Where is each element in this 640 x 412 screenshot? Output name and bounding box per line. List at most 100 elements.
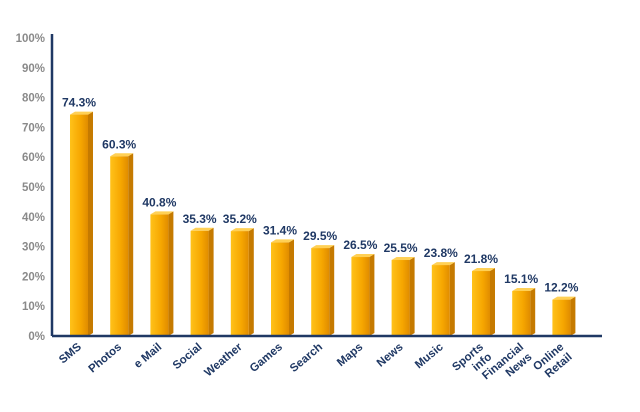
bar xyxy=(150,211,174,336)
bar-side xyxy=(490,268,495,336)
x-tick-label: News xyxy=(375,341,406,370)
x-tick-label-line: News xyxy=(375,341,406,370)
x-tick-label: Games xyxy=(248,341,285,375)
bar-front xyxy=(351,257,370,336)
bar-top xyxy=(70,111,93,115)
y-axis-ticks: 0% 10% 20% 30% 40% 50% 60% 70% 80% 90% 100% xyxy=(16,33,45,343)
y-tick-label: 80% xyxy=(22,93,45,105)
bar-front xyxy=(271,242,289,336)
bar xyxy=(431,262,455,336)
bar xyxy=(230,228,254,336)
y-tick-label: 50% xyxy=(22,182,45,194)
data-label: 40.8% xyxy=(142,195,176,209)
x-tick-label: Maps xyxy=(335,341,365,369)
data-label: 15.1% xyxy=(504,272,538,286)
bar xyxy=(190,227,214,336)
x-tick-label: Weather xyxy=(202,341,245,380)
bar-side xyxy=(570,296,576,336)
x-tick-label-line: Music xyxy=(413,341,446,372)
x-tick-label-line: Weather xyxy=(202,341,245,380)
y-tick-label: 0% xyxy=(28,331,45,343)
bar-top xyxy=(472,268,495,272)
y-tick-label: 70% xyxy=(22,122,45,134)
bar-top xyxy=(150,211,174,215)
bar-top xyxy=(391,257,415,261)
y-tick-label: 20% xyxy=(22,271,45,283)
bar-front xyxy=(431,265,450,336)
bar-side xyxy=(128,153,134,336)
x-tick-label-line: e Mail xyxy=(132,341,164,371)
x-tick-label: FinancialNews xyxy=(480,341,534,392)
bar xyxy=(391,257,415,336)
bars xyxy=(70,111,576,336)
y-tick-label: 90% xyxy=(22,63,45,75)
bar xyxy=(512,288,536,336)
x-tick-label-line: Photos xyxy=(87,341,125,375)
data-label: 35.3% xyxy=(183,212,217,226)
bar-top xyxy=(351,254,375,258)
bar-side xyxy=(329,245,335,336)
x-tick-label-line: Games xyxy=(248,341,285,375)
data-labels: 74.3% 60.3% 40.8% 35.3% 35.2% 31.4% 29.5% 26.5%… xyxy=(62,96,579,295)
bar-side xyxy=(168,211,174,336)
x-tick-label: Music xyxy=(413,341,446,372)
y-tick-label: 40% xyxy=(22,212,45,224)
data-label: 31.4% xyxy=(263,223,297,237)
bar-front xyxy=(472,271,490,336)
y-tick-label: 100% xyxy=(16,33,45,45)
bar-front xyxy=(552,299,571,336)
x-tick-label: OnlineRetail xyxy=(531,341,574,383)
bar-side xyxy=(289,239,294,336)
bar xyxy=(552,296,576,336)
x-tick-label: Search xyxy=(288,341,325,375)
bar-top xyxy=(271,239,294,243)
bar-front xyxy=(230,231,249,336)
bar-top xyxy=(431,262,455,266)
x-tick-label-line: Search xyxy=(288,341,325,375)
bar-top xyxy=(552,296,576,300)
bar-side xyxy=(530,288,536,336)
bar-side xyxy=(88,111,93,336)
bar xyxy=(472,268,495,336)
data-label: 12.2% xyxy=(544,281,578,295)
bar xyxy=(311,245,335,336)
data-label: 25.5% xyxy=(384,241,418,255)
bar-side xyxy=(449,262,455,336)
bar-front xyxy=(512,291,531,336)
data-label: 29.5% xyxy=(303,229,337,243)
y-tick-label: 30% xyxy=(22,242,45,254)
x-tick-label: Photos xyxy=(87,341,125,375)
data-label: 23.8% xyxy=(424,246,458,260)
bar xyxy=(271,239,294,336)
data-label: 60.3% xyxy=(102,137,136,151)
bar xyxy=(351,254,375,336)
bar-top xyxy=(110,153,134,157)
data-label: 74.3% xyxy=(62,96,96,110)
bar-side xyxy=(248,228,254,336)
bar-front xyxy=(311,248,330,336)
y-tick-label: 60% xyxy=(22,152,45,164)
bar-top xyxy=(311,245,335,249)
bar-side xyxy=(369,254,375,336)
x-tick-label-line: Maps xyxy=(335,341,365,369)
x-tick-label: e Mail xyxy=(132,341,164,371)
data-label: 26.5% xyxy=(343,238,377,252)
x-tick-label-line: Social xyxy=(171,341,205,372)
bar-top xyxy=(512,288,536,292)
data-label: 35.2% xyxy=(223,212,257,226)
bar-top xyxy=(230,228,254,232)
bar-front xyxy=(110,156,129,336)
bar xyxy=(110,153,134,336)
bar-side xyxy=(208,227,214,336)
bar-side xyxy=(409,257,415,336)
y-tick-label: 10% xyxy=(22,301,45,313)
bar-top xyxy=(190,227,214,231)
x-tick-label-line: SMS xyxy=(57,341,84,366)
bar-front xyxy=(391,260,410,336)
bar-front xyxy=(70,114,88,336)
bar-front xyxy=(190,230,209,336)
x-tick-label: SMS xyxy=(57,341,84,366)
x-tick-label: Social xyxy=(171,341,205,372)
